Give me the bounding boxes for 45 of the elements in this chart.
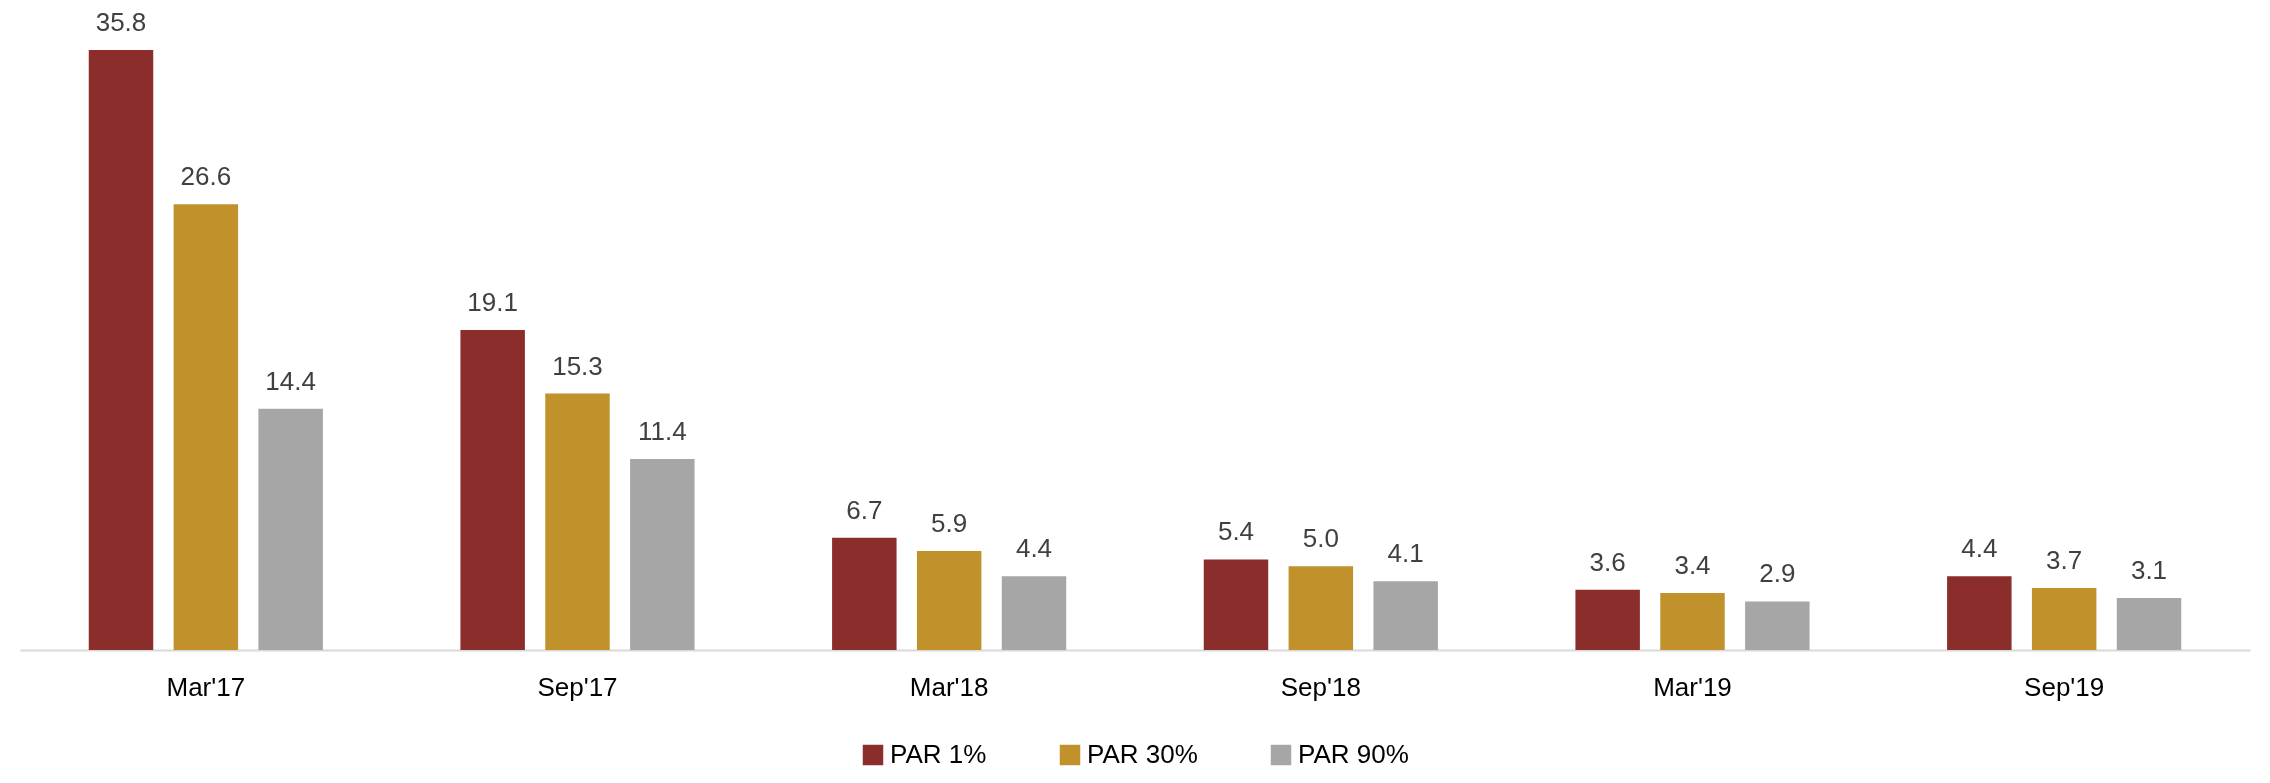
x-tick-label: Sep'19 (2024, 671, 2105, 702)
bar (1660, 593, 1725, 650)
bar (1203, 559, 1269, 650)
bar (1947, 576, 2012, 650)
x-tick-label: Mar'18 (909, 671, 989, 702)
data-label: 19.1 (467, 286, 518, 317)
bar (630, 458, 695, 650)
bar (1745, 601, 1810, 650)
x-tick-label: Mar'17 (166, 671, 246, 702)
bar (2116, 598, 2182, 650)
bar (1288, 566, 1354, 650)
data-label: 15.3 (552, 350, 603, 381)
data-label: 5.4 (1217, 516, 1255, 547)
x-tick-label: Sep'17 (537, 671, 618, 702)
legend-label: PAR 1% (890, 739, 987, 769)
data-label: 4.1 (1387, 538, 1424, 569)
x-tick-label: Sep'18 (1280, 671, 1361, 702)
data-label: 4.4 (1015, 533, 1053, 564)
legend-label: PAR 30% (1087, 739, 1198, 769)
data-label: 4.4 (1961, 533, 1998, 564)
data-label: 5.9 (931, 508, 968, 539)
data-label: 26.6 (180, 161, 232, 192)
bar (916, 551, 982, 650)
bar (88, 50, 154, 650)
data-label: 3.7 (2046, 544, 2083, 575)
bar (832, 537, 897, 650)
bar (545, 393, 610, 650)
data-label: 2.9 (1759, 558, 1796, 589)
data-label: 3.1 (2130, 555, 2168, 586)
x-tick-label: Mar'19 (1653, 671, 1732, 702)
data-label: 35.8 (95, 7, 147, 37)
data-label: 3.6 (1589, 546, 1626, 577)
data-label: 6.7 (846, 494, 883, 525)
bar (258, 408, 323, 650)
bar (460, 329, 525, 650)
bar (1001, 576, 1067, 650)
data-label: 11.4 (637, 415, 687, 446)
data-label: 5.0 (1302, 523, 1339, 554)
bar (2031, 587, 2097, 650)
data-label: 3.4 (1674, 550, 1711, 581)
data-label: 14.4 (265, 365, 316, 396)
bar (1373, 581, 1438, 650)
bar (1575, 589, 1640, 650)
legend-label: PAR 90% (1298, 739, 1409, 769)
bar (173, 204, 239, 650)
